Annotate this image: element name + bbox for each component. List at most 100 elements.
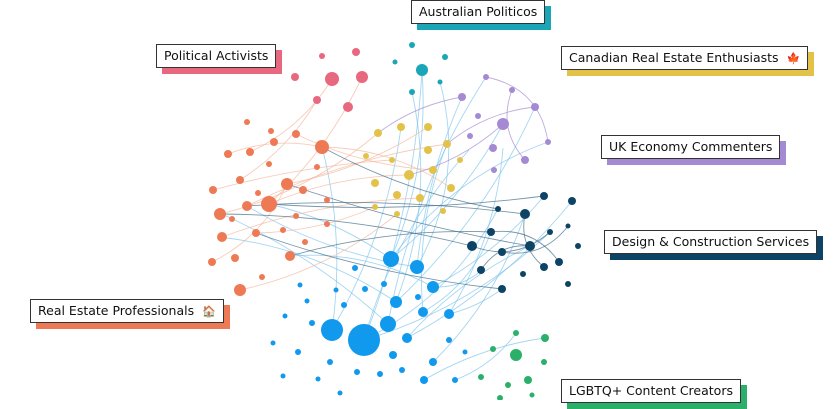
network-node-uk xyxy=(458,93,466,101)
network-node-can xyxy=(372,204,378,210)
network-edge xyxy=(219,236,397,303)
network-node-act xyxy=(313,96,321,104)
network-edge xyxy=(416,96,463,268)
cluster-label-text: Canadian Real Estate Enthusiasts xyxy=(569,50,779,65)
network-edge xyxy=(249,78,333,153)
network-edge xyxy=(246,143,448,207)
network-node-des xyxy=(520,209,530,219)
network-node-rep xyxy=(244,119,250,125)
cluster-label-political-activists: Political Activists xyxy=(156,44,283,74)
network-node-can xyxy=(424,123,432,131)
network-node-big xyxy=(462,349,468,355)
network-edge xyxy=(268,174,410,205)
network-node-des xyxy=(467,241,477,251)
network-node-des xyxy=(565,281,571,287)
cluster-label-australian-politicos: Australian Politicos xyxy=(411,0,552,30)
network-nodes xyxy=(208,42,581,400)
maple-leaf-icon: 🍁 xyxy=(786,52,801,65)
network-edge xyxy=(289,231,492,257)
network-node-lgb xyxy=(541,334,549,342)
network-edge xyxy=(408,123,504,176)
house-icon: 🏠 xyxy=(202,305,216,318)
network-node-rep xyxy=(266,161,272,167)
network-node-big xyxy=(333,287,339,293)
network-edge xyxy=(321,146,338,331)
network-node-rep xyxy=(302,239,308,245)
network-node-des xyxy=(568,197,576,205)
network-node-can xyxy=(429,166,437,174)
network-node-rep xyxy=(229,216,235,222)
network-node-aus xyxy=(392,59,398,65)
network-node-can xyxy=(374,129,382,137)
network-node-big xyxy=(282,313,288,319)
network-node-lgb xyxy=(505,382,511,388)
network-edge xyxy=(219,132,379,215)
network-node-big xyxy=(352,265,358,271)
network-node-rep xyxy=(285,251,295,261)
network-node-can xyxy=(393,191,401,199)
network-edge xyxy=(471,231,551,253)
network-node-uk xyxy=(521,156,529,164)
network-node-big xyxy=(427,281,439,293)
network-node-big xyxy=(304,298,310,304)
network-node-rep xyxy=(234,284,246,296)
network-node-big xyxy=(389,351,397,359)
network-node-des xyxy=(565,223,571,229)
network-edge xyxy=(387,76,487,325)
network-edge xyxy=(501,225,569,254)
network-edge xyxy=(506,89,526,161)
network-node-act xyxy=(325,72,339,86)
network-edge xyxy=(420,143,448,313)
network-edge xyxy=(255,206,376,234)
network-node-big xyxy=(418,307,428,317)
network-node-big xyxy=(362,286,368,292)
network-node-lgb xyxy=(510,349,522,361)
network-node-can xyxy=(440,208,446,214)
network-node-big xyxy=(446,337,452,343)
network-node-aus xyxy=(409,89,415,95)
network-edge xyxy=(321,146,452,189)
network-node-can xyxy=(416,194,424,202)
network-edge xyxy=(221,213,389,325)
network-edge xyxy=(268,195,545,208)
network-edge xyxy=(406,245,531,339)
network-node-big xyxy=(297,282,303,288)
network-node-uk xyxy=(509,87,515,93)
network-node-des xyxy=(487,228,495,236)
network-node-rep xyxy=(224,150,232,158)
network-edge xyxy=(255,232,503,290)
network-node-rep xyxy=(324,197,330,203)
network-node-big xyxy=(327,359,333,365)
network-node-rep xyxy=(270,138,278,146)
network-node-rep xyxy=(261,196,277,212)
network-node-rep xyxy=(281,178,293,190)
network-edge xyxy=(289,254,434,288)
network-node-aus xyxy=(437,79,443,85)
network-node-lgb xyxy=(541,359,547,365)
cluster-label-uk-economy: UK Economy Commenters xyxy=(601,135,787,165)
network-edge xyxy=(446,106,536,145)
network-edge xyxy=(390,69,424,260)
network-edge xyxy=(395,106,536,303)
network-edge xyxy=(221,197,421,238)
network-node-des xyxy=(540,263,548,271)
network-node-can xyxy=(371,179,379,187)
cluster-label-text: UK Economy Commenters xyxy=(609,139,773,154)
network-node-big xyxy=(348,324,380,356)
network-edge xyxy=(448,288,503,315)
network-edge xyxy=(246,202,526,215)
network-node-big xyxy=(380,316,396,332)
network-node-can xyxy=(443,140,451,148)
cluster-label-design-construction: Design & Construction Services xyxy=(604,230,824,260)
cluster-label-text: LGBTQ+ Content Creators xyxy=(569,383,733,398)
network-node-big xyxy=(415,294,421,300)
network-node-uk xyxy=(489,144,497,152)
network-edge xyxy=(422,231,492,313)
cluster-label-real-estate-professionals: Real Estate Professionals 🏠 xyxy=(30,299,230,329)
network-edge xyxy=(377,96,463,134)
network-node-big xyxy=(390,296,402,308)
network-node-lgb xyxy=(524,376,532,384)
network-node-rep xyxy=(293,213,299,219)
network-node-big xyxy=(280,373,286,379)
network-node-des xyxy=(520,271,526,277)
